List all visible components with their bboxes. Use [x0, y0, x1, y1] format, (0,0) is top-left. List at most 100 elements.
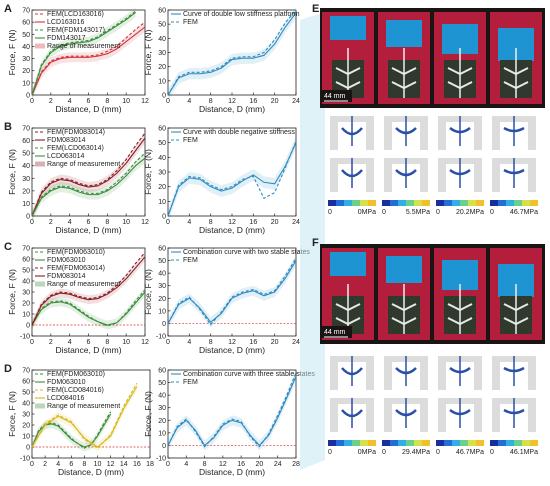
y-axis-label: Force, F (N) — [143, 149, 153, 195]
legend-label: FEM(FDM063014) — [47, 265, 105, 272]
colorbar-segment — [368, 200, 376, 206]
panel-letter-F: F — [312, 237, 319, 249]
colorbar-segment — [506, 200, 514, 206]
x-tick-label: 0 — [166, 461, 170, 468]
colorbar-max: 0MPa — [358, 449, 376, 456]
colorbar-segment — [506, 440, 514, 446]
colorbar-segment — [444, 440, 452, 446]
specimen-insert — [330, 16, 366, 40]
colorbar-segment — [436, 440, 444, 446]
colorbar-segment — [390, 440, 398, 446]
y-tick-label: 0 — [162, 93, 166, 100]
scale-label: 44 mm — [324, 329, 346, 336]
chart-B-left: 0 2 4 6 8 10 12 0 10 20 30 40 50 60 70 Distance, D (mm)… — [7, 126, 149, 236]
y-tick-label: 50 — [22, 32, 30, 39]
y-tick-label: 40 — [22, 279, 30, 286]
y-axis-label: Force, F (N) — [7, 29, 17, 75]
y-tick-label: 30 — [158, 283, 166, 290]
colorbar-segment — [490, 440, 498, 446]
y-tick-label: 0 — [26, 323, 30, 330]
colorbar-min: 0 — [436, 449, 440, 456]
y-tick-label: 40 — [158, 393, 166, 400]
y-tick-label: 20 — [158, 64, 166, 71]
legend-label: Range of measurement — [47, 403, 120, 410]
legend-label: Curve with double negative stiffness — [183, 129, 295, 136]
x-axis-label: Distance, D (mm) — [199, 104, 265, 114]
legend: Combination curve with two stable states… — [171, 249, 310, 264]
y-tick-label: 70 — [22, 8, 30, 15]
colorbar-segment — [406, 200, 414, 206]
y-tick-label: -10 — [156, 456, 166, 463]
y-tick-label: 60 — [22, 20, 30, 27]
legend-label: LCD063014 — [47, 153, 84, 160]
colorbar-segment — [436, 200, 444, 206]
legend-label: FEM — [183, 257, 198, 264]
x-tick-label: 12 — [141, 98, 149, 105]
legend: Curve of double low stiffness platformFE… — [171, 11, 300, 26]
y-tick-label: 40 — [158, 155, 166, 162]
colorbar-segment — [422, 440, 430, 446]
x-tick-label: 4 — [187, 219, 191, 226]
legend-label: FEM(FDM143017) — [47, 27, 105, 34]
x-tick-label: 0 — [30, 461, 34, 468]
colorbar-segment — [368, 440, 376, 446]
y-tick-label: 50 — [158, 258, 166, 265]
colorbar-segment — [344, 200, 352, 206]
colorbar-segment — [422, 200, 430, 206]
scale-label: 44 mm — [324, 93, 346, 100]
y-tick-label: 10 — [158, 308, 166, 315]
y-tick-label: 70 — [22, 126, 30, 133]
x-tick-label: 12 — [141, 219, 149, 226]
y-tick-label: 30 — [158, 50, 166, 57]
colorbar-max: 29.4MPa — [402, 449, 430, 456]
legend-label: FDM083014 — [47, 137, 86, 144]
colorbar-segment — [490, 200, 498, 206]
legend-label: FEM — [183, 379, 198, 386]
colorbar-max: 20.2MPa — [456, 209, 484, 216]
specimen-insert — [386, 20, 422, 47]
colorbar-max: 46.7MPa — [456, 449, 484, 456]
legend-label: Combination curve with two stable states — [183, 249, 310, 256]
colorbar-min: 0 — [490, 449, 494, 456]
legend-label: FDM063010 — [47, 379, 86, 386]
legend: FEM(FDM063010)FDM063010FEM(FDM063014)FDM… — [35, 249, 120, 288]
specimen-insert — [330, 252, 366, 276]
x-axis-label: Distance, D (mm) — [55, 225, 121, 235]
legend-label: Range of measurement — [47, 43, 120, 50]
colorbar-segment — [460, 440, 468, 446]
colorbar-segment — [476, 440, 484, 446]
colorbar-segment — [344, 440, 352, 446]
colorbar-segment — [498, 200, 506, 206]
x-tick-label: 12 — [141, 339, 149, 346]
x-tick-label: 4 — [184, 461, 188, 468]
y-tick-label: 30 — [158, 170, 166, 177]
experiment-photo-row: 44 mm — [320, 8, 545, 108]
y-tick-label: 0 — [162, 321, 166, 328]
colorbar-segment — [514, 200, 522, 206]
y-tick-label: -10 — [20, 334, 30, 341]
panel-letter-B: B — [4, 121, 12, 133]
legend-label: FEM — [183, 137, 198, 144]
legend-label: LCD084016 — [47, 395, 84, 402]
y-tick-label: 50 — [22, 151, 30, 158]
y-tick-label: 30 — [22, 290, 30, 297]
y-tick-label: 20 — [158, 296, 166, 303]
x-axis-label: Distance, D (mm) — [199, 345, 265, 355]
y-tick-label: 30 — [22, 176, 30, 183]
y-axis-label: Force, F (N) — [7, 269, 17, 315]
legend-label: FEM(FDM083014) — [47, 129, 105, 136]
y-tick-label: 60 — [158, 126, 166, 133]
colorbar-min: 0 — [436, 209, 440, 216]
simulation-row: 0 0MPa 0 5.5MPa 0 20.2MPa 0 46.7MPa — [328, 116, 538, 216]
legend-label: FDM063010 — [47, 257, 86, 264]
x-tick-label: 28 — [292, 461, 300, 468]
x-tick-label: 24 — [292, 339, 300, 346]
colorbar-max: 46.1MPa — [510, 449, 538, 456]
y-tick-label: 70 — [22, 368, 30, 375]
chart-D-left: 0 2 4 6 8 10 12 14 16 18-10010203040506070Distanc… — [7, 368, 154, 478]
legend-label: Range of measurement — [47, 161, 120, 168]
x-tick-label: 2 — [49, 219, 53, 226]
colorbar-segment — [360, 200, 368, 206]
x-axis-label: Distance, D (mm) — [55, 345, 121, 355]
y-tick-label: 40 — [158, 36, 166, 43]
